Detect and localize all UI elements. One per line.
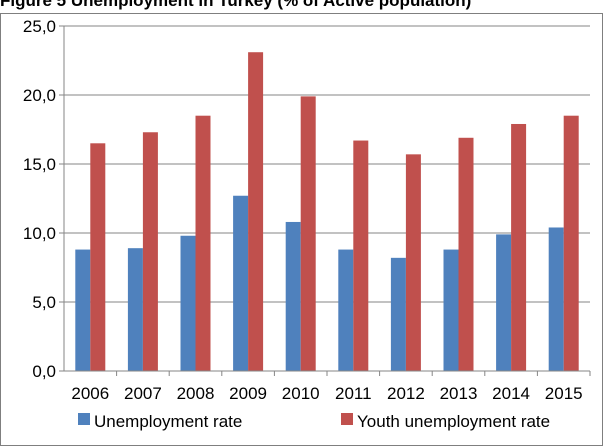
unemployment-bar-2014 xyxy=(496,234,512,371)
tick-labels: 0,0 5,0 10,0 15,0 20,0 25,0 2006 2007 2008 2009 20… xyxy=(23,17,583,403)
legend-swatch-unemployment xyxy=(78,413,90,425)
x-tick-label: 2006 xyxy=(71,384,109,403)
youth-unemployment-bar-2015 xyxy=(563,115,579,371)
x-tick-label: 2009 xyxy=(229,384,267,403)
youth-unemployment-bar-2012 xyxy=(405,154,421,371)
unemployment-bar-2011 xyxy=(338,249,354,371)
legend: Unemployment rate Youth unemployment rate xyxy=(78,412,550,431)
axes xyxy=(59,25,591,376)
x-tick-label: 2008 xyxy=(177,384,215,403)
youth-unemployment-bar-2013 xyxy=(458,137,474,371)
y-tick-label: 20,0 xyxy=(23,86,56,105)
chart-title: Figure 5 Unemployment in Turkey (% of Ac… xyxy=(0,0,472,10)
youth-unemployment-bar-2007 xyxy=(142,132,158,371)
unemployment-bar-2015 xyxy=(548,227,564,371)
youth-unemployment-bar-2010 xyxy=(300,96,316,371)
youth-unemployment-bar-2011 xyxy=(353,140,369,371)
y-tick-label: 0,0 xyxy=(32,362,56,381)
unemployment-bar-2006 xyxy=(75,249,91,371)
unemployment-bar-2013 xyxy=(443,249,459,371)
youth-unemployment-bar-2006 xyxy=(90,143,106,371)
x-tick-label: 2012 xyxy=(387,384,425,403)
x-tick-label: 2015 xyxy=(545,384,583,403)
unemployment-bar-2012 xyxy=(390,257,406,371)
youth-unemployment-bar-2008 xyxy=(195,115,211,371)
x-tick-label: 2010 xyxy=(282,384,320,403)
x-tick-label: 2007 xyxy=(124,384,162,403)
y-tick-label: 5,0 xyxy=(32,293,56,312)
youth-unemployment-bar-2014 xyxy=(511,123,527,371)
x-tick-label: 2013 xyxy=(440,384,478,403)
x-tick-label: 2014 xyxy=(492,384,530,403)
bar-chart: 0,0 5,0 10,0 15,0 20,0 25,0 2006 2007 2008 2009 20… xyxy=(23,17,591,431)
legend-label-unemployment: Unemployment rate xyxy=(94,412,242,431)
y-tick-label: 15,0 xyxy=(23,155,56,174)
legend-label-youth-unemployment: Youth unemployment rate xyxy=(357,412,550,431)
x-tick-label: 2011 xyxy=(335,384,372,403)
y-tick-label: 25,0 xyxy=(23,17,56,36)
chart-area: 0,0 5,0 10,0 15,0 20,0 25,0 2006 2007 2008 2009 20… xyxy=(0,13,603,446)
y-tick-label: 10,0 xyxy=(23,224,56,243)
bars xyxy=(75,52,579,371)
unemployment-bar-2010 xyxy=(285,221,301,371)
unemployment-bar-2007 xyxy=(127,248,143,371)
youth-unemployment-bar-2009 xyxy=(248,52,264,371)
legend-swatch-youth-unemployment xyxy=(341,413,353,425)
unemployment-bar-2008 xyxy=(180,235,196,371)
unemployment-bar-2009 xyxy=(233,195,249,371)
